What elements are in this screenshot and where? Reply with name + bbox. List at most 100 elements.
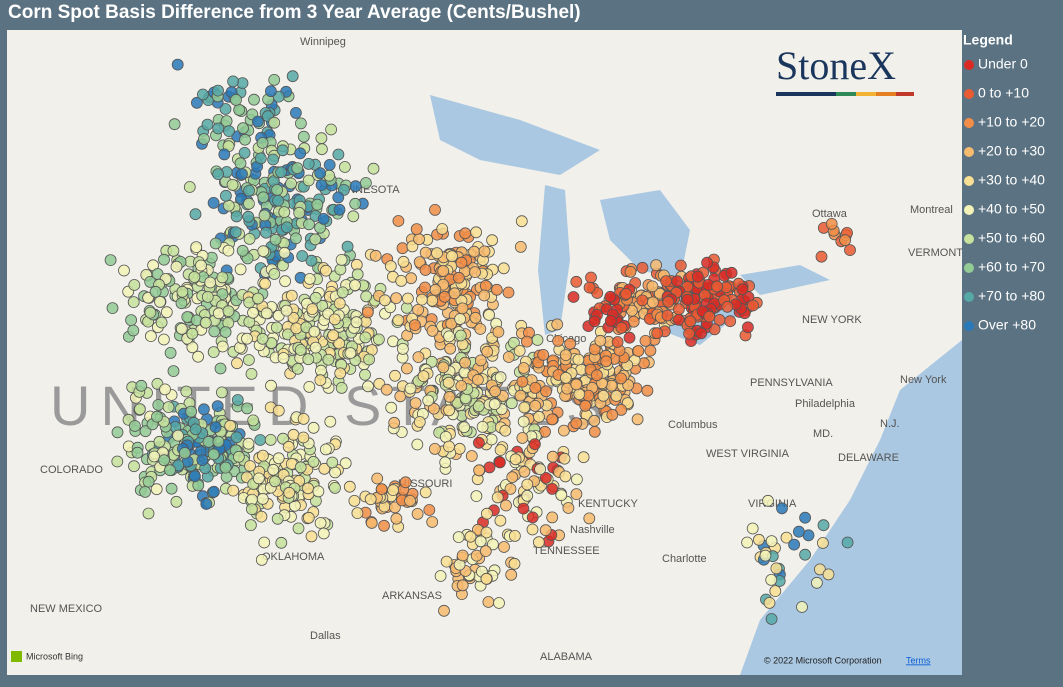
site-dot: [392, 215, 405, 227]
site-dot: [338, 161, 351, 173]
site-dot: [199, 316, 212, 329]
site-dot: [231, 394, 244, 406]
site-dot: [515, 215, 528, 228]
site-dot: [332, 148, 345, 161]
site-dot: [361, 306, 374, 319]
site-dot: [651, 327, 664, 340]
site-dot: [390, 512, 403, 525]
site-dot: [516, 432, 529, 444]
site-dot: [410, 223, 423, 236]
site-dot: [516, 375, 529, 388]
site-dot: [423, 504, 436, 516]
site-dot: [359, 177, 372, 189]
site-dot: [327, 329, 340, 342]
site-dot: [260, 307, 273, 320]
place-label: N.J.: [880, 418, 900, 430]
site-dot: [133, 403, 146, 416]
site-dot: [469, 311, 482, 324]
site-dot: [472, 436, 485, 449]
site-dot: [305, 530, 318, 543]
site-dot: [588, 414, 601, 427]
place-label: KENTUCKY: [578, 498, 639, 510]
site-dot: [167, 244, 180, 257]
site-dot: [454, 313, 467, 325]
site-dot: [497, 262, 510, 275]
site-dot: [725, 266, 738, 279]
site-dot: [400, 362, 413, 375]
site-dot: [521, 335, 533, 348]
site-dot: [546, 511, 559, 524]
site-dot: [227, 75, 240, 88]
legend-swatch: [964, 89, 974, 99]
site-dot: [583, 512, 596, 525]
terms-link[interactable]: Terms: [906, 655, 931, 665]
site-dot: [502, 351, 515, 363]
site-dot: [384, 260, 397, 273]
site-dot: [465, 450, 478, 462]
site-dot: [459, 356, 472, 369]
place-label: MD.: [813, 428, 833, 440]
site-dot: [443, 404, 456, 417]
site-dot: [314, 374, 327, 387]
site-dot: [272, 452, 285, 465]
legend-swatch: [964, 176, 974, 186]
site-dot: [636, 294, 649, 307]
legend-swatch: [964, 234, 974, 244]
site-dot: [255, 554, 268, 566]
site-dot: [128, 420, 141, 432]
site-dot: [485, 433, 498, 446]
site-dot: [359, 331, 372, 344]
site-dot: [517, 362, 530, 374]
site-dot: [742, 321, 754, 334]
site-dot: [464, 530, 477, 543]
site-dot: [335, 253, 348, 266]
site-dot: [605, 379, 618, 392]
site-dot: [208, 325, 221, 338]
place-label: Montreal: [910, 204, 953, 216]
site-dot: [314, 517, 327, 529]
site-dot: [409, 397, 422, 410]
site-dot: [190, 96, 203, 109]
site-dot: [533, 536, 545, 549]
site-dot: [212, 435, 225, 448]
site-dot: [436, 223, 449, 235]
site-dot: [415, 293, 428, 306]
site-dot: [395, 274, 408, 287]
site-dot: [641, 384, 654, 397]
site-dot: [230, 94, 242, 106]
site-dot: [318, 462, 331, 475]
site-dot: [265, 379, 277, 392]
site-dot: [762, 494, 774, 507]
site-dot: [278, 206, 291, 219]
site-dot: [363, 353, 376, 366]
site-dot: [570, 417, 583, 430]
site-dot: [367, 162, 380, 175]
site-dot: [302, 353, 315, 366]
site-dot: [478, 245, 491, 258]
site-dot: [753, 533, 765, 546]
site-dot: [517, 415, 530, 428]
site-dot: [456, 579, 469, 592]
site-dot: [571, 473, 583, 486]
site-dot: [192, 350, 205, 363]
site-dot: [230, 431, 243, 444]
site-dot: [348, 494, 361, 507]
site-dot: [245, 367, 258, 380]
site-dot: [509, 453, 522, 466]
site-dot: [419, 281, 431, 294]
site-dot: [329, 466, 342, 479]
site-dot: [472, 400, 485, 413]
site-dot: [479, 279, 492, 292]
site-dot: [583, 281, 596, 294]
place-label: COLORADO: [40, 464, 103, 476]
site-dot: [297, 431, 310, 444]
site-dot: [494, 371, 507, 384]
legend-label: +60 to +70: [978, 259, 1045, 275]
site-dot: [452, 271, 465, 284]
site-dot: [443, 440, 455, 453]
site-dot: [508, 557, 521, 570]
site-dot: [498, 541, 510, 553]
site-dot: [505, 397, 518, 410]
site-dot: [559, 470, 572, 483]
site-dot: [277, 352, 290, 364]
